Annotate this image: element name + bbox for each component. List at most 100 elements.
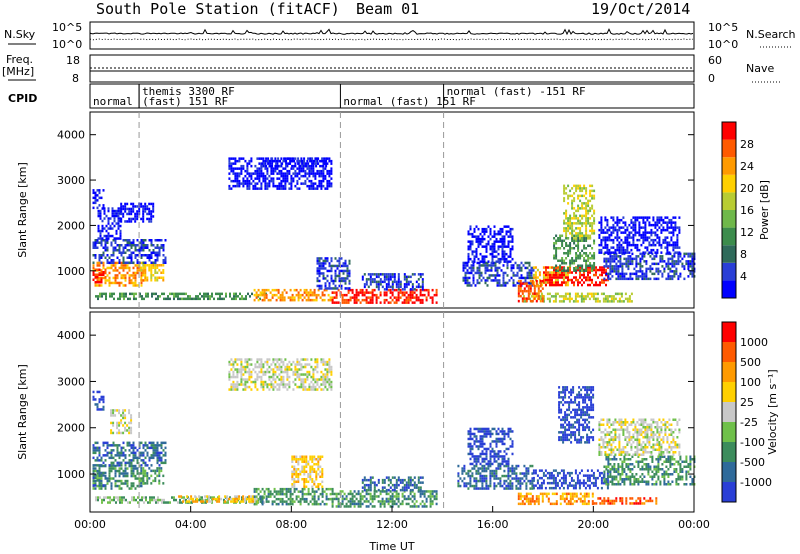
heatmap-cell	[311, 485, 314, 488]
heatmap-cell	[299, 164, 302, 168]
heatmap-cell	[154, 279, 157, 282]
heatmap-cell	[246, 177, 249, 180]
heatmap-cell	[259, 497, 262, 501]
heatmap-cell	[609, 272, 612, 276]
heatmap-cell	[464, 279, 467, 282]
heatmap-cell	[585, 276, 587, 279]
heatmap-cell	[316, 269, 319, 273]
heatmap-cell	[297, 296, 300, 299]
heatmap-cell	[106, 482, 109, 485]
heatmap-cell	[194, 495, 197, 498]
heatmap-cell	[326, 378, 329, 381]
heatmap-cell	[122, 454, 125, 457]
heatmap-cell	[230, 167, 233, 170]
heatmap-cell	[156, 451, 159, 455]
heatmap-cell	[517, 279, 520, 283]
heatmap-cell	[295, 470, 298, 473]
heatmap-cell	[323, 298, 326, 302]
heatmap-cell	[571, 271, 573, 274]
heatmap-cell	[164, 451, 167, 455]
heatmap-cell	[502, 281, 505, 285]
heatmap-cell	[262, 365, 265, 369]
heatmap-cell	[307, 473, 310, 476]
heatmap-cell	[159, 295, 161, 298]
heatmap-cell	[577, 222, 580, 225]
heatmap-cell	[559, 259, 562, 262]
heatmap-cell	[399, 285, 402, 289]
heatmap-cell	[569, 227, 572, 230]
heatmap-cell	[349, 298, 352, 302]
heatmap-cell	[116, 451, 119, 455]
heatmap-cell	[678, 231, 681, 234]
heatmap-cell	[310, 358, 313, 361]
heatmap-cell	[305, 478, 308, 481]
heatmap-cell	[375, 275, 378, 279]
heatmap-cell	[100, 239, 103, 242]
heatmap-cell	[473, 250, 476, 253]
heatmap-cell	[279, 159, 282, 163]
heatmap-cell	[361, 291, 364, 294]
heatmap-cell	[626, 297, 629, 301]
heatmap-cell	[283, 487, 286, 491]
heatmap-cell	[663, 260, 666, 263]
heatmap-cell	[617, 255, 620, 258]
heatmap-cell	[579, 237, 582, 240]
heatmap-cell	[254, 380, 257, 384]
heatmap-cell	[232, 157, 235, 160]
heatmap-cell	[158, 249, 161, 252]
heatmap-cell	[289, 492, 292, 496]
heatmap-cell	[216, 500, 219, 503]
heatmap-cell	[399, 296, 402, 299]
heatmap-cell	[361, 278, 364, 281]
heatmap-cell	[489, 247, 492, 251]
heatmap-cell	[512, 266, 515, 270]
heatmap-cell	[610, 297, 613, 301]
heatmap-cell	[162, 259, 165, 262]
heatmap-cell	[287, 490, 290, 493]
heatmap-cell	[142, 244, 145, 247]
heatmap-cell	[132, 469, 135, 473]
heatmap-cell	[573, 234, 576, 237]
heatmap-cell	[503, 260, 506, 263]
heatmap-cell	[403, 273, 406, 276]
heatmap-cell	[675, 270, 678, 273]
heatmap-cell	[617, 275, 620, 278]
heatmap-cell	[650, 228, 653, 232]
heatmap-cell	[505, 232, 508, 236]
heatmap-cell	[113, 219, 116, 223]
heatmap-cell	[142, 215, 145, 218]
heatmap-cell	[244, 169, 247, 173]
heatmap-cell	[344, 262, 347, 265]
heatmap-cell	[667, 260, 670, 263]
heatmap-cell	[624, 251, 627, 254]
heatmap-cell	[662, 218, 665, 222]
heatmap-cell	[503, 252, 506, 256]
heatmap-cell	[606, 238, 609, 242]
heatmap-cell	[299, 293, 302, 297]
heatmap-cell	[579, 219, 582, 223]
heatmap-cell	[670, 221, 673, 224]
heatmap-cell	[138, 479, 141, 483]
heatmap-cell	[530, 281, 533, 285]
heatmap-cell	[242, 495, 245, 498]
heatmap-cell	[236, 174, 239, 178]
heatmap-cell	[146, 477, 149, 480]
heatmap-cell	[614, 297, 617, 301]
heatmap-cell	[92, 449, 95, 452]
heatmap-cell	[587, 199, 590, 203]
heatmap-cell	[405, 296, 408, 299]
heatmap-cell	[676, 243, 679, 247]
heatmap-cell	[124, 469, 127, 473]
heatmap-cell	[409, 296, 412, 299]
heatmap-cell	[256, 182, 259, 185]
heatmap-cell	[173, 295, 175, 298]
heatmap-cell	[321, 159, 324, 163]
heatmap-cell	[484, 281, 487, 285]
heatmap-cell	[587, 257, 590, 260]
heatmap-cell	[233, 292, 235, 296]
heatmap-cell	[240, 172, 243, 175]
heatmap-cell	[322, 380, 325, 384]
heatmap-cell	[124, 266, 127, 270]
heatmap-cell	[575, 234, 578, 238]
heatmap-cell	[593, 232, 596, 235]
